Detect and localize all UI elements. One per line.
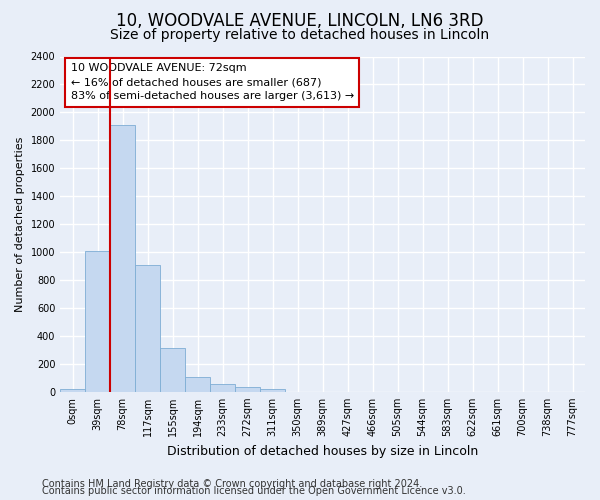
Bar (60, 389, 85, 392)
Bar (85, 250, 110, 392)
Text: 10, WOODVALE AVENUE, LINCOLN, LN6 3RD: 10, WOODVALE AVENUE, LINCOLN, LN6 3RD (116, 12, 484, 30)
X-axis label: Distribution of detached houses by size in Lincoln: Distribution of detached houses by size … (167, 444, 478, 458)
Bar (135, 264, 160, 392)
Bar (110, 125, 135, 392)
Y-axis label: Number of detached properties: Number of detached properties (15, 136, 25, 312)
Bar (260, 390, 285, 392)
Bar (160, 348, 185, 392)
Text: Contains public sector information licensed under the Open Government Licence v3: Contains public sector information licen… (42, 486, 466, 496)
Text: 10 WOODVALE AVENUE: 72sqm
← 16% of detached houses are smaller (687)
83% of semi: 10 WOODVALE AVENUE: 72sqm ← 16% of detac… (71, 63, 354, 101)
Bar (185, 377, 210, 392)
Bar (235, 388, 260, 392)
Bar (210, 384, 235, 392)
Text: Size of property relative to detached houses in Lincoln: Size of property relative to detached ho… (110, 28, 490, 42)
Text: Contains HM Land Registry data © Crown copyright and database right 2024.: Contains HM Land Registry data © Crown c… (42, 479, 422, 489)
